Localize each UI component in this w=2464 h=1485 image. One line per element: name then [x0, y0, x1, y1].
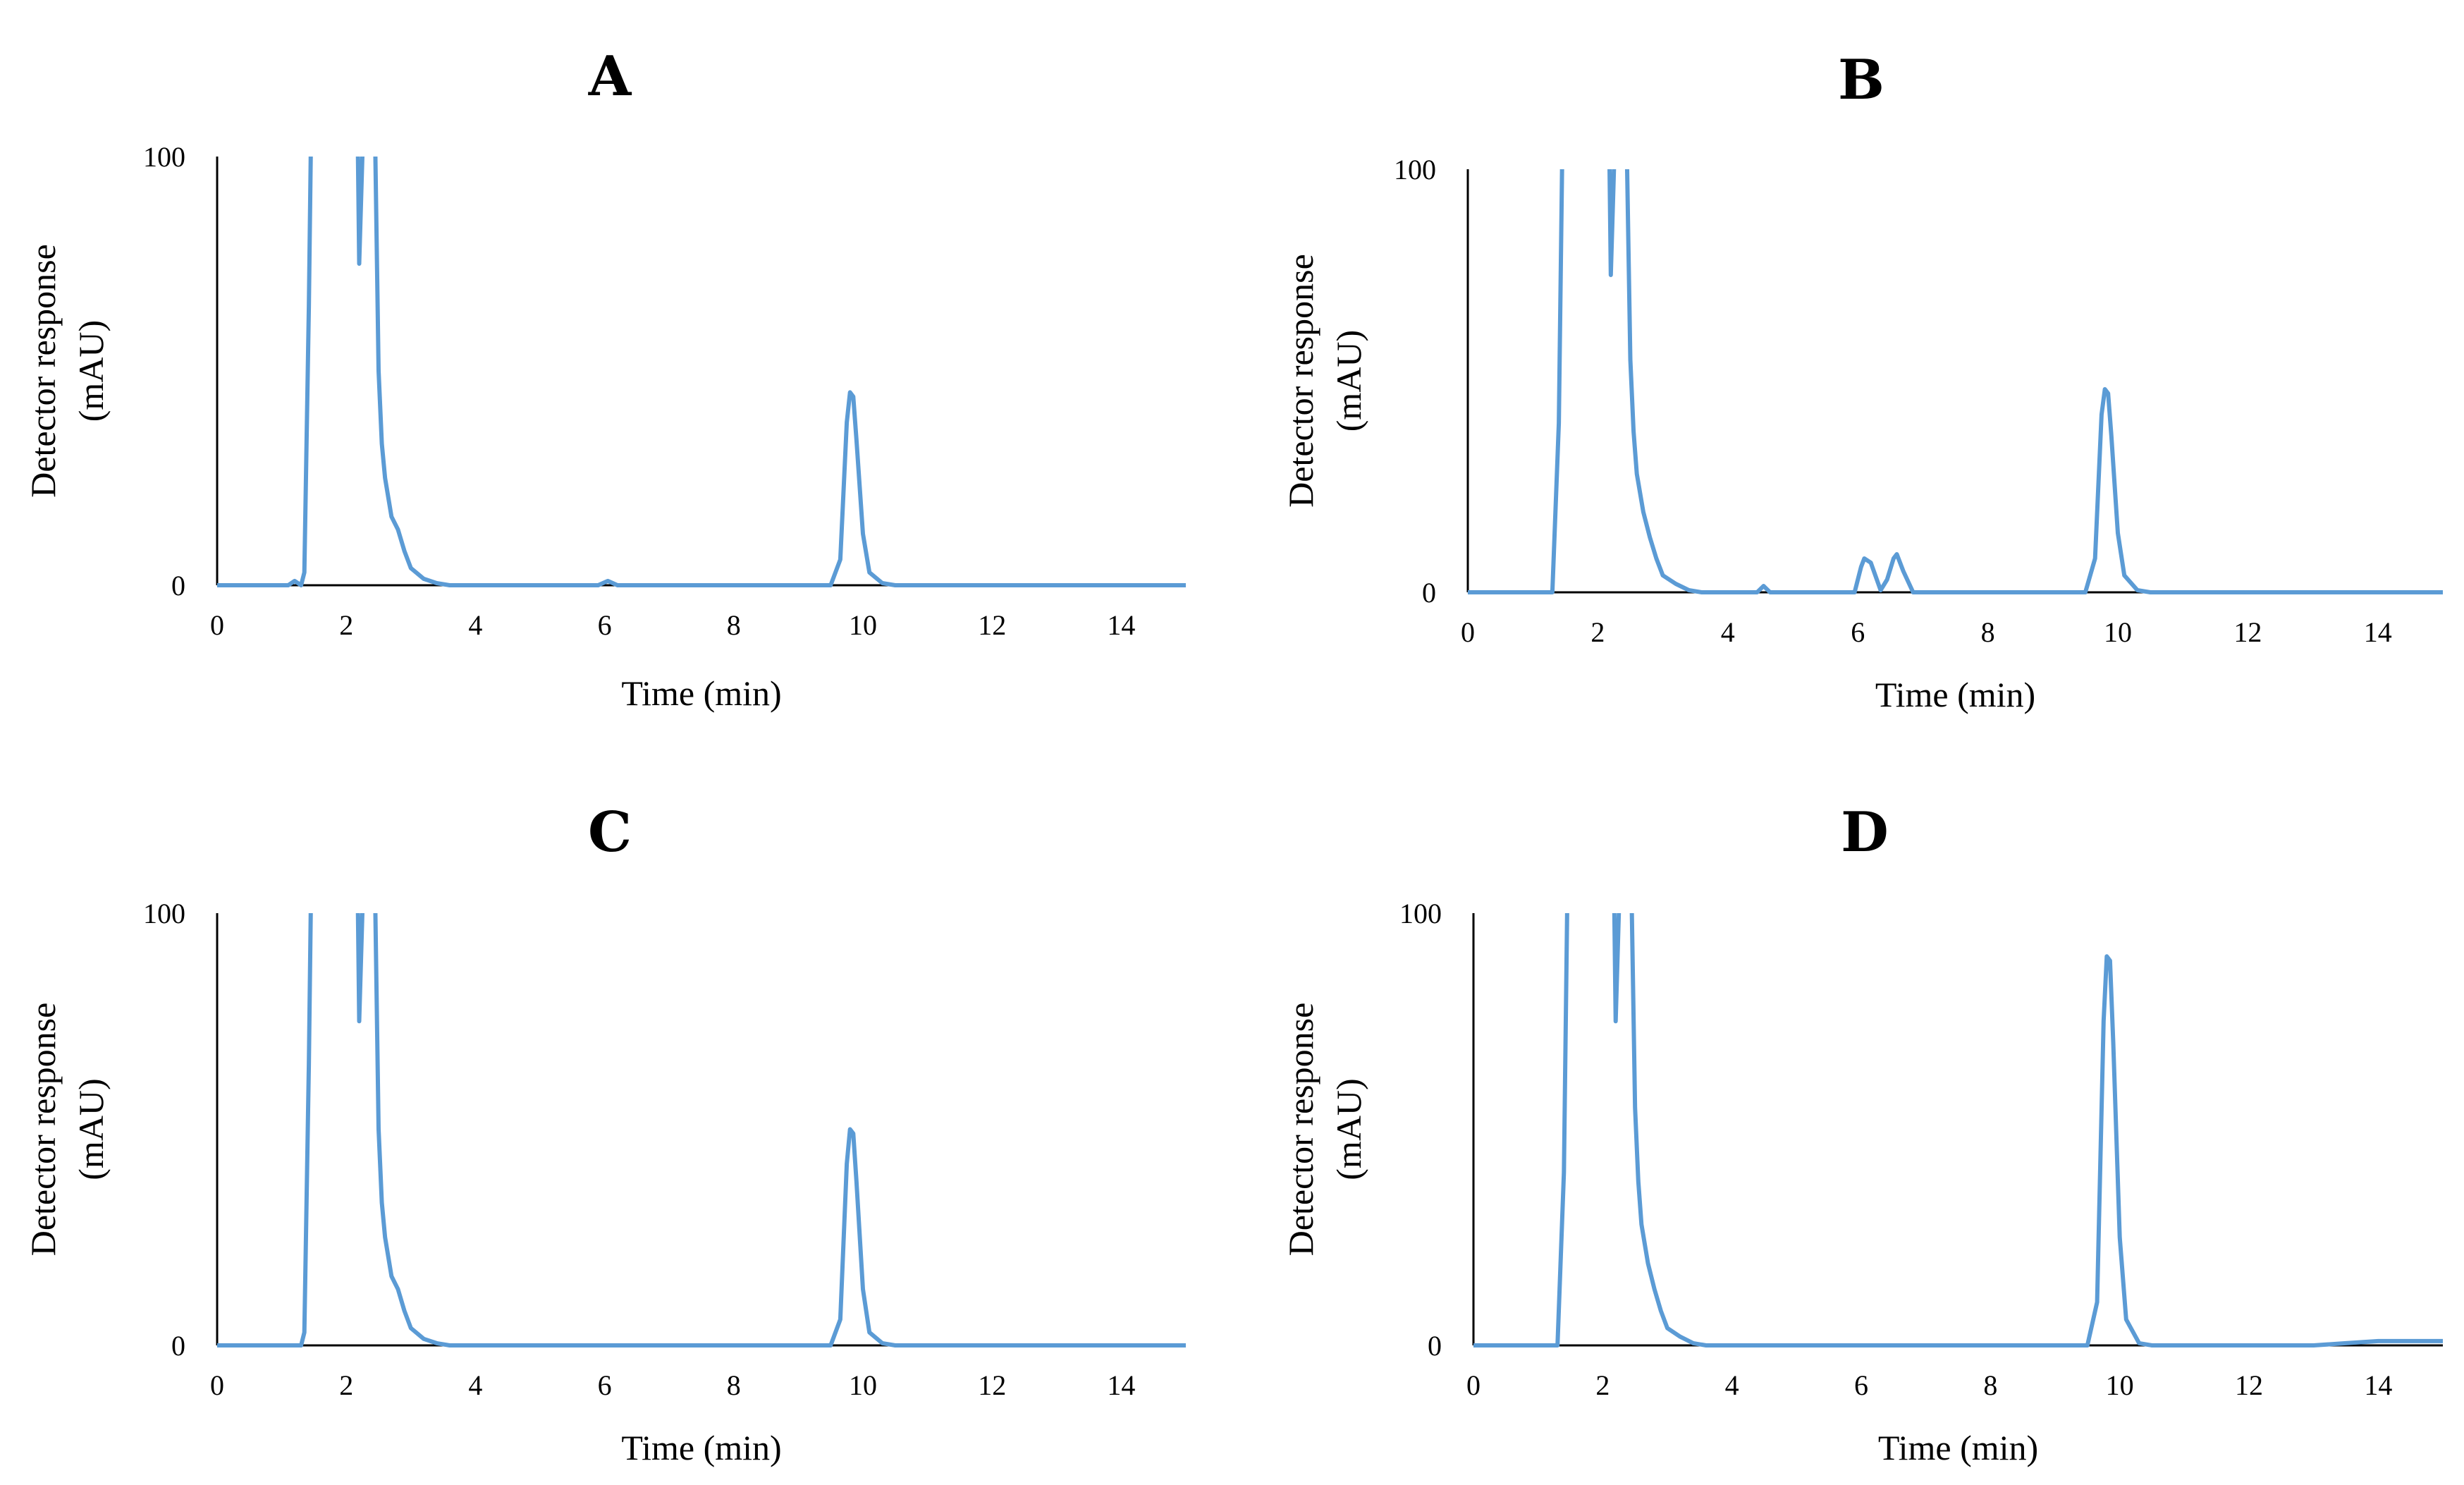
x-tick-label-b: 12 [2233, 616, 2262, 648]
y-axis-title-c: Detector response (mAU) [23, 1003, 111, 1257]
y-tick-label-b: 0 [1422, 577, 1436, 609]
panel-title-d: D [1841, 800, 1889, 864]
x-tick-label-d: 2 [1595, 1369, 1610, 1401]
x-tick-label-b: 14 [2364, 616, 2392, 648]
x-tick-label-c: 12 [978, 1369, 1006, 1401]
y-tick-label-b: 100 [1394, 154, 1436, 185]
y-tick-label-a: 0 [171, 570, 185, 601]
x-tick-label-d: 14 [2364, 1369, 2392, 1401]
x-tick-label-c: 10 [849, 1369, 877, 1401]
y-tick-label-d: 0 [1428, 1330, 1442, 1362]
x-tick-label-b: 6 [1851, 616, 1865, 648]
y-axis-title-line: Detector response [23, 244, 63, 498]
x-tick-label-a: 4 [468, 609, 482, 641]
x-tick-label-d: 12 [2235, 1369, 2263, 1401]
x-tick-label-b: 2 [1590, 616, 1605, 648]
y-axis-title-line: (mAU) [71, 320, 111, 422]
x-tick-label-a: 12 [978, 609, 1006, 641]
chromatogram-trace-b [1468, 169, 2443, 594]
x-tick-label-c: 4 [468, 1369, 482, 1401]
x-axis-title-b: Time (min) [1875, 675, 2035, 714]
x-tick-label-c: 14 [1107, 1369, 1135, 1401]
x-tick-label-a: 0 [210, 609, 224, 641]
x-tick-label-d: 0 [1466, 1369, 1481, 1401]
chromatogram-trace-d [1473, 913, 2443, 1348]
x-tick-label-c: 8 [727, 1369, 741, 1401]
x-tick-label-b: 8 [1981, 616, 1995, 648]
y-axis-title-b: Detector response (mAU) [1281, 254, 1368, 508]
x-tick-label-a: 10 [849, 609, 877, 641]
x-tick-label-b: 0 [1461, 616, 1475, 648]
x-axis-title-c: Time (min) [621, 1428, 781, 1467]
y-tick-label-a: 100 [143, 141, 185, 173]
y-axis-title-d: Detector response (mAU) [1281, 1003, 1368, 1257]
x-tick-label-a: 2 [339, 609, 353, 641]
y-axis-title-line: (mAU) [71, 1078, 111, 1180]
y-axis-title-a: Detector response (mAU) [23, 244, 111, 498]
x-tick-label-a: 6 [598, 609, 612, 641]
panel-b: B 0 2 4 6 8 10 12 14 0 100 Time (min) Detector respo… [1281, 48, 2443, 714]
y-tick-label-c: 0 [171, 1330, 185, 1362]
y-axis-title-line: (mAU) [1329, 1078, 1368, 1180]
x-tick-label-d: 8 [1983, 1369, 1997, 1401]
x-axis-title-a: Time (min) [621, 673, 781, 713]
x-tick-label-d: 6 [1854, 1369, 1868, 1401]
panel-c: C 0 2 4 6 8 10 12 14 0 100 Time (min) Detector respo… [23, 800, 1186, 1467]
x-tick-label-a: 8 [727, 609, 741, 641]
x-tick-label-c: 0 [210, 1369, 224, 1401]
x-tick-label-b: 4 [1721, 616, 1735, 648]
y-tick-label-c: 100 [143, 898, 185, 929]
chromatogram-trace-a [217, 157, 1186, 587]
panel-title-b: B [1838, 48, 1884, 112]
panel-title-c: C [588, 800, 632, 864]
x-tick-label-a: 14 [1107, 609, 1135, 641]
x-tick-label-c: 6 [598, 1369, 612, 1401]
x-tick-label-d: 4 [1725, 1369, 1739, 1401]
x-tick-label-c: 2 [339, 1369, 353, 1401]
y-tick-label-d: 100 [1399, 898, 1442, 929]
panel-d: D 0 2 4 6 8 10 12 14 0 100 Time (min) Detector respo… [1281, 800, 2443, 1467]
panel-title-a: A [588, 44, 632, 109]
y-axis-title-line: Detector response [1281, 254, 1320, 508]
y-axis-title-line: (mAU) [1329, 330, 1368, 432]
chromatogram-trace-c [217, 913, 1186, 1348]
x-tick-label-b: 10 [2104, 616, 2132, 648]
x-axis-title-d: Time (min) [1878, 1428, 2038, 1467]
x-tick-label-d: 10 [2106, 1369, 2134, 1401]
y-axis-title-line: Detector response [23, 1003, 63, 1257]
y-axis-title-line: Detector response [1281, 1003, 1320, 1257]
panel-a: A 0 2 4 6 8 10 12 14 0 100 Time (min) Detector respo… [23, 44, 1186, 713]
